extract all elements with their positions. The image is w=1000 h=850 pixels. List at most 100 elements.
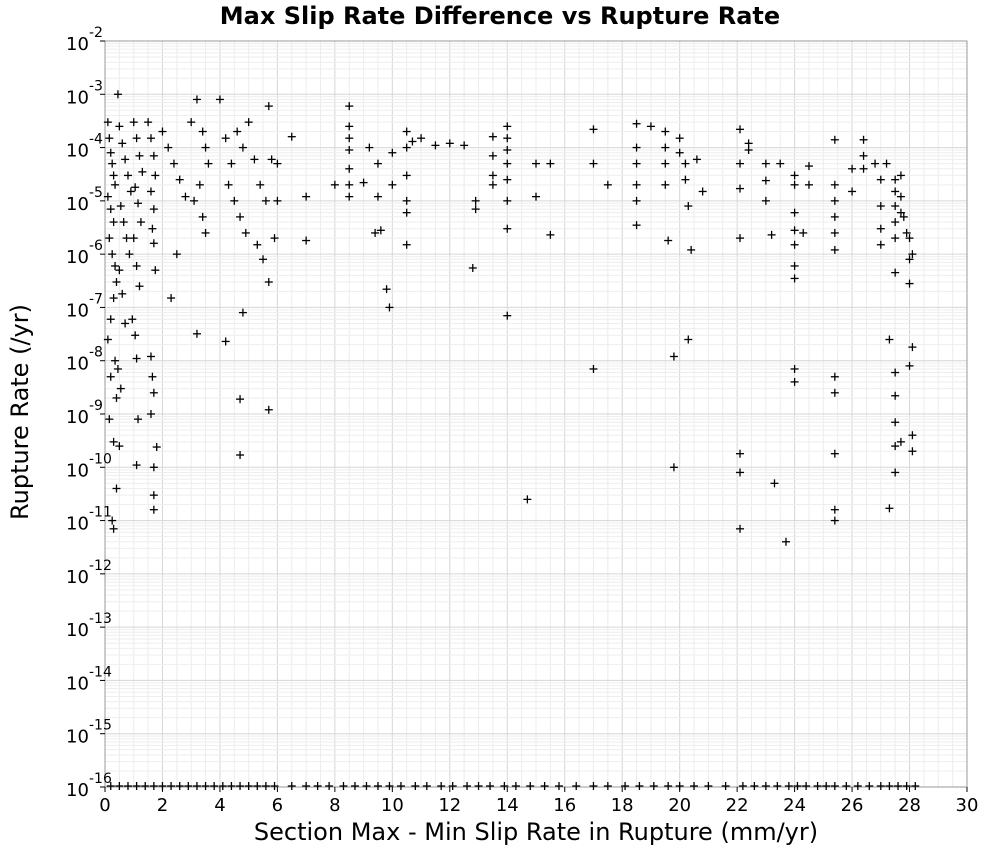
data-point	[144, 118, 153, 127]
data-point	[385, 303, 394, 312]
data-point	[830, 196, 839, 205]
data-point	[830, 449, 839, 458]
data-point	[244, 118, 253, 127]
data-point	[105, 234, 114, 243]
data-point	[330, 180, 339, 189]
data-point	[793, 782, 802, 790]
data-point	[773, 782, 782, 790]
x-tick-label: 10	[381, 795, 404, 816]
data-point	[830, 388, 839, 397]
y-tick-base: 10	[66, 567, 89, 588]
data-point	[132, 461, 141, 470]
x-tick-label: 2	[157, 795, 168, 816]
data-point	[445, 139, 454, 148]
y-tick-exponent: -7	[89, 291, 103, 307]
data-point	[345, 192, 354, 201]
data-point	[546, 230, 555, 239]
data-point	[891, 442, 900, 451]
data-point	[253, 240, 262, 249]
data-point	[345, 102, 354, 111]
data-point	[115, 782, 124, 790]
x-axis-ticks: 0 2 4 6 8 10 12 14 16 18 20 22 24 26 28 30	[99, 787, 978, 816]
data-point	[192, 782, 201, 790]
data-point	[253, 782, 262, 790]
y-tick-exponent: -11	[89, 505, 112, 521]
data-point	[488, 171, 497, 180]
data-points	[103, 90, 920, 790]
data-point	[488, 132, 497, 141]
data-point	[111, 356, 120, 365]
data-point	[781, 537, 790, 546]
data-point	[736, 449, 745, 458]
data-point	[902, 228, 911, 237]
data-point	[141, 782, 150, 790]
data-point	[896, 208, 905, 217]
x-tick-label: 6	[272, 795, 283, 816]
data-point	[408, 137, 417, 146]
data-point	[690, 782, 699, 790]
data-point	[108, 516, 117, 525]
y-axis-ticks: 10-1610-1510-1410-1310-1210-1110-1010-91…	[66, 25, 112, 801]
x-tick-label: 28	[898, 795, 921, 816]
data-point	[190, 196, 199, 205]
data-point	[511, 782, 520, 790]
data-point	[169, 159, 178, 168]
data-point	[148, 224, 157, 233]
data-point	[195, 180, 204, 189]
chart-title: Max Slip Rate Difference vs Rupture Rate	[219, 2, 781, 30]
data-point	[830, 505, 839, 514]
x-tick-label: 16	[553, 795, 576, 816]
data-point	[905, 279, 914, 288]
data-point	[876, 240, 885, 249]
x-tick-label: 22	[726, 795, 749, 816]
data-point	[721, 782, 730, 790]
data-point	[227, 782, 236, 790]
data-point	[149, 205, 158, 214]
data-point	[345, 180, 354, 189]
data-point	[891, 418, 900, 427]
data-point	[108, 159, 117, 168]
data-point	[799, 228, 808, 237]
data-point	[362, 782, 371, 790]
data-point	[184, 782, 193, 790]
data-point	[146, 187, 155, 196]
data-point	[908, 343, 917, 352]
data-point	[902, 782, 911, 790]
data-point	[151, 171, 160, 180]
data-point	[103, 335, 112, 344]
data-point	[488, 151, 497, 160]
data-point	[224, 180, 233, 189]
data-point	[761, 176, 770, 185]
data-point	[589, 159, 598, 168]
data-point	[632, 180, 641, 189]
data-point	[149, 151, 158, 160]
data-point	[132, 261, 141, 270]
data-point	[905, 361, 914, 370]
x-tick-label: 0	[99, 795, 110, 816]
data-point	[704, 782, 713, 790]
data-point	[204, 159, 213, 168]
y-tick-exponent: -2	[89, 25, 103, 41]
data-point	[345, 134, 354, 143]
data-point	[675, 148, 684, 157]
x-tick-label: 18	[611, 795, 634, 816]
data-point	[121, 319, 130, 328]
data-point	[503, 122, 512, 131]
data-point	[131, 331, 140, 340]
data-point	[106, 315, 115, 324]
data-point	[460, 141, 469, 150]
data-point	[503, 311, 512, 320]
y-tick-base: 10	[66, 780, 89, 801]
data-point	[503, 134, 512, 143]
data-point	[899, 212, 908, 221]
data-point	[264, 405, 273, 414]
grid-lines	[104, 41, 968, 788]
y-tick-base: 10	[66, 514, 89, 535]
data-point	[813, 782, 822, 790]
data-point	[894, 782, 903, 790]
data-point	[649, 782, 658, 790]
y-tick-base: 10	[66, 247, 89, 268]
data-point	[546, 159, 555, 168]
data-point	[687, 245, 696, 254]
